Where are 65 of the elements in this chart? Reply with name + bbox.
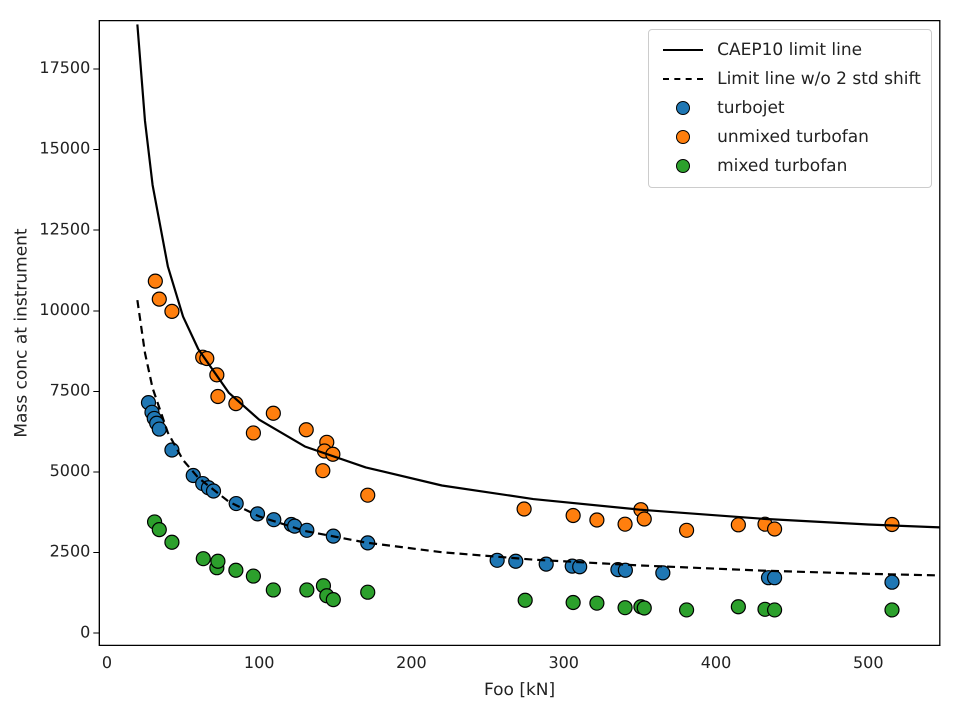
y-tick-label: 17500: [39, 58, 90, 78]
x-tick-label: 100: [244, 653, 274, 672]
legend-label: unmixed turbofan: [717, 126, 869, 149]
point: [246, 425, 261, 441]
point: [566, 594, 581, 610]
point: [730, 599, 746, 614]
point: [490, 552, 505, 568]
point: [298, 422, 314, 438]
point: [210, 388, 226, 404]
point: [315, 463, 330, 478]
y-tick-label: 2500: [50, 542, 90, 561]
point: [266, 582, 281, 598]
point: [636, 511, 652, 527]
point: [617, 600, 633, 616]
point: [164, 534, 180, 550]
point: [266, 406, 281, 421]
point: [228, 562, 244, 578]
legend-label: Limit line w/o 2 std shift: [717, 68, 921, 91]
point: [766, 570, 782, 586]
point: [299, 582, 314, 598]
point: [196, 551, 211, 566]
y-axis-title: Mass conc at instrument: [12, 228, 32, 438]
point: [678, 602, 694, 618]
x-axis-title: Foo [kN]: [484, 680, 556, 700]
point: [360, 584, 376, 600]
point: [884, 574, 900, 590]
y-tick-label: 7500: [50, 380, 90, 400]
point: [589, 596, 604, 611]
point: [152, 421, 167, 437]
legend-label: CAEP10 limit line: [717, 38, 862, 62]
point: [360, 488, 376, 503]
point: [210, 554, 226, 569]
point: [164, 442, 180, 458]
point: [618, 562, 633, 578]
point: [518, 592, 533, 608]
point: [589, 512, 604, 528]
y-tick-label: 12500: [39, 219, 90, 238]
legend-label: mixed turbofan: [717, 154, 848, 178]
x-tick-label: 200: [396, 653, 427, 672]
point: [766, 602, 782, 618]
point: [246, 568, 261, 584]
x-tick-label: 400: [700, 653, 732, 672]
point: [152, 292, 167, 307]
point: [617, 516, 633, 532]
point: [152, 522, 167, 538]
x-tick-label: 0: [102, 653, 112, 672]
x-tick-label: 500: [852, 653, 884, 672]
point: [636, 600, 652, 616]
point: [148, 273, 163, 289]
point: [326, 592, 341, 608]
point: [164, 304, 180, 319]
y-tick-label: 10000: [39, 300, 90, 319]
point: [516, 501, 532, 517]
x-tick-label: 300: [548, 653, 579, 672]
point: [730, 517, 746, 532]
y-tick-label: 15000: [39, 138, 90, 158]
point: [678, 522, 694, 538]
y-tick-label: 0: [80, 622, 90, 642]
point: [766, 521, 782, 537]
legend-label: turbojet: [717, 96, 785, 120]
point: [566, 508, 581, 524]
point: [538, 556, 554, 572]
y-tick-label: 5000: [50, 461, 90, 480]
point: [655, 565, 670, 580]
point: [884, 602, 900, 618]
